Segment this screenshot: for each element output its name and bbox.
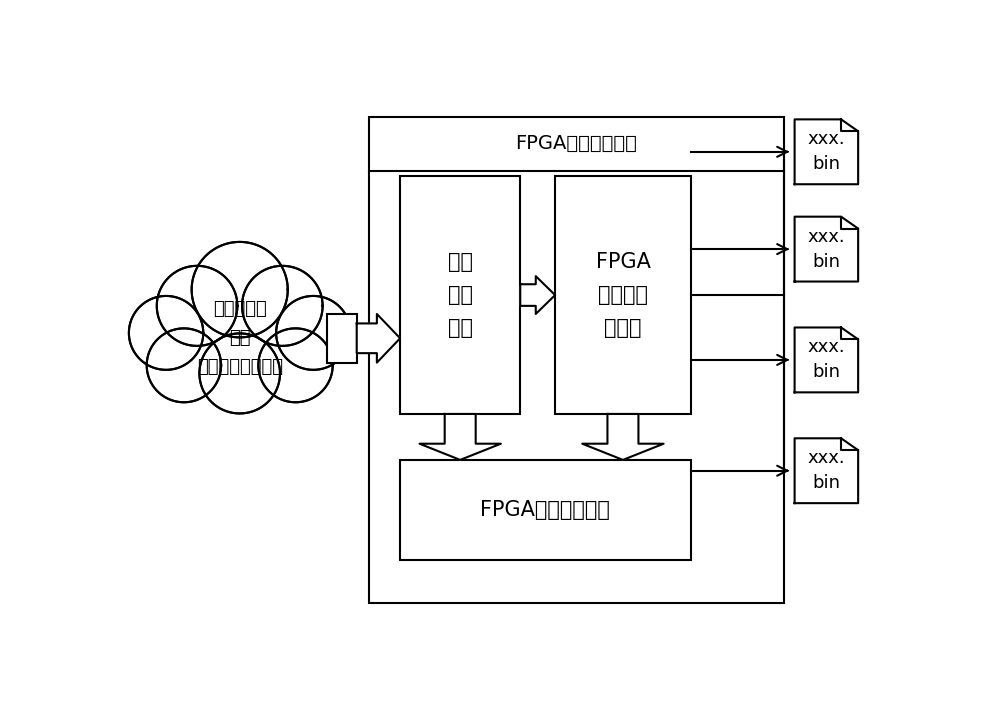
Ellipse shape — [146, 328, 222, 403]
Bar — [400, 176, 520, 414]
Ellipse shape — [258, 329, 333, 402]
Text: FPGA目标文件校验: FPGA目标文件校验 — [480, 500, 610, 520]
Text: xxx.
bin: xxx. bin — [808, 131, 845, 173]
Text: 指令
解析
模块: 指令 解析 模块 — [448, 252, 473, 338]
Text: xxx.
bin: xxx. bin — [808, 338, 845, 381]
Ellipse shape — [128, 295, 204, 371]
Bar — [400, 460, 691, 560]
Ellipse shape — [162, 268, 271, 376]
Polygon shape — [520, 276, 555, 314]
Polygon shape — [582, 414, 664, 460]
Bar — [555, 176, 691, 414]
Text: xxx.
bin: xxx. bin — [808, 449, 845, 492]
Text: xxx.
bin: xxx. bin — [808, 227, 845, 270]
Ellipse shape — [276, 296, 351, 370]
Bar — [327, 314, 357, 363]
Ellipse shape — [258, 328, 333, 403]
Text: FPGA
目标文件
映射表: FPGA 目标文件 映射表 — [596, 252, 650, 338]
Polygon shape — [420, 414, 501, 460]
Text: FPGA加载管理模块: FPGA加载管理模块 — [516, 134, 637, 153]
Ellipse shape — [241, 265, 323, 347]
Ellipse shape — [147, 329, 221, 402]
Polygon shape — [357, 314, 400, 363]
Ellipse shape — [191, 241, 289, 338]
Ellipse shape — [275, 295, 351, 371]
Text: 上位机指令
或者
配置文件信息指令: 上位机指令 或者 配置文件信息指令 — [197, 300, 283, 376]
Ellipse shape — [199, 333, 281, 414]
Ellipse shape — [199, 333, 280, 413]
Ellipse shape — [192, 242, 288, 338]
Bar — [369, 117, 784, 603]
Ellipse shape — [161, 267, 272, 377]
Ellipse shape — [242, 266, 323, 346]
Ellipse shape — [156, 265, 238, 347]
Ellipse shape — [157, 266, 237, 346]
Ellipse shape — [129, 296, 203, 370]
